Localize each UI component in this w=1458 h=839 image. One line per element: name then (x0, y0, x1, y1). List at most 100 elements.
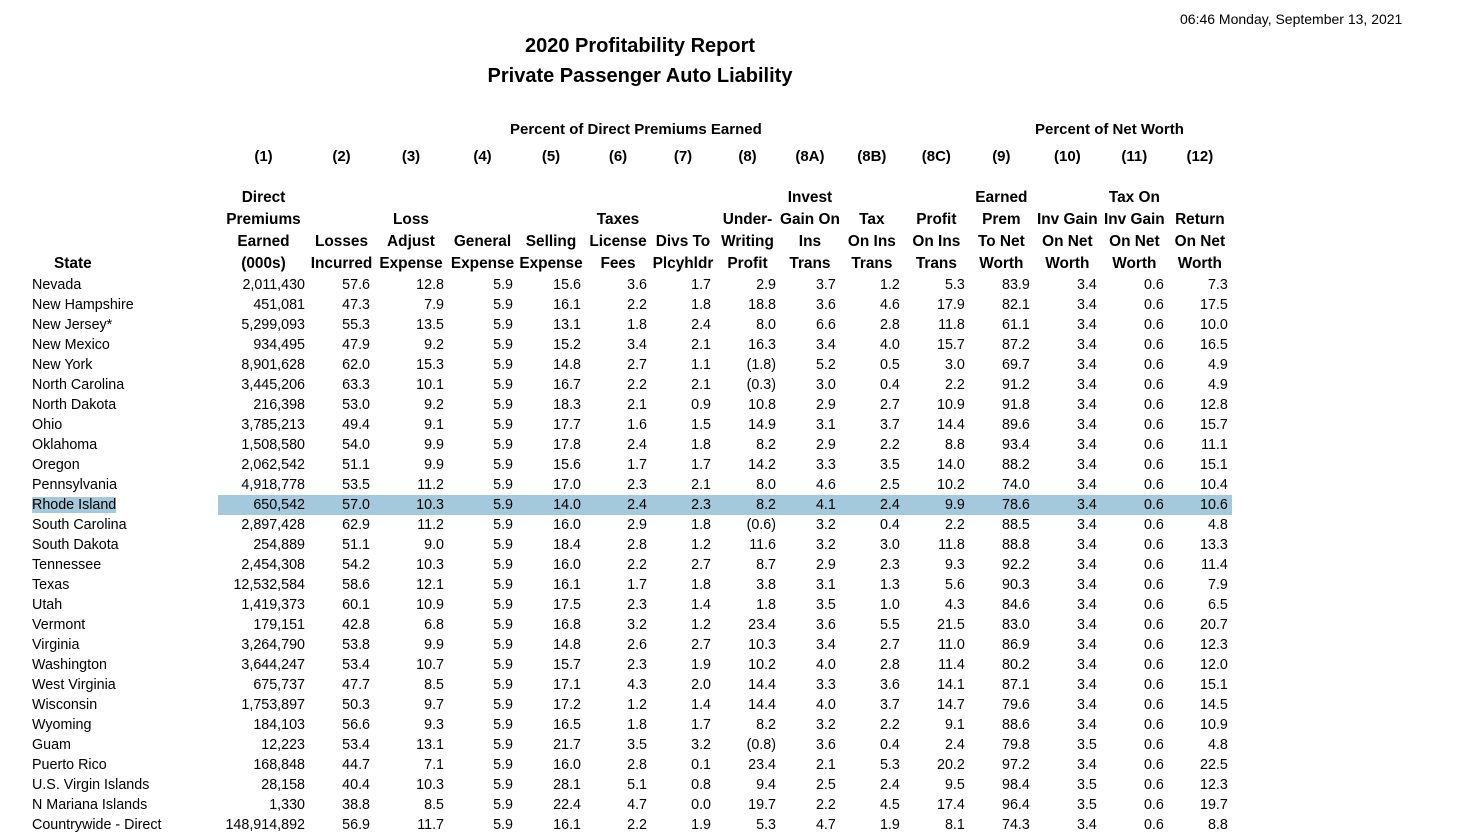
state-name: South Carolina (32, 517, 127, 533)
state-name-cell: Guam (32, 735, 218, 755)
value-cell: 10.3 (748, 637, 776, 653)
value-cell: (0.6) (746, 517, 776, 533)
value-cell: 2.2 (879, 437, 900, 453)
value-cell: 5.9 (493, 417, 513, 433)
column-header-line: Worth (1177, 255, 1222, 272)
value-cell: 9.9 (903, 495, 969, 515)
value-cell: 17.1 (553, 677, 581, 693)
value-cell: 3.4 (815, 337, 836, 353)
state-name: N Mariana Islands (32, 797, 148, 813)
column-number: (12) (1186, 148, 1214, 165)
value-cell: 58.6 (342, 577, 370, 593)
value-cell: 16.3 (748, 337, 776, 353)
value-cell: 675,737 (253, 677, 305, 693)
state-name: Countrywide - Direct (32, 817, 162, 833)
group-header-premiums: Percent of Direct Premiums Earned (510, 121, 762, 138)
value-cell: 0.4 (879, 737, 900, 753)
value-cell: 2.3 (651, 495, 715, 515)
value-cell: 9.9 (424, 437, 444, 453)
value-cell: 2,011,430 (242, 277, 305, 293)
state-name-cell: U.S. Virgin Islands (32, 775, 218, 795)
value-cell: 6.5 (1207, 597, 1228, 613)
value-cell: 0.6 (1143, 737, 1164, 753)
value-cell: 5.9 (493, 517, 513, 533)
table-row: Vermont 179,151 42.8 6.8 5.9 16.8 3.2 1.2 23.4 3.… (32, 615, 1232, 635)
value-cell: 2.1 (815, 757, 836, 773)
value-cell: 3.2 (815, 537, 836, 553)
table-row: Utah 1,419,373 60.1 10.9 5.9 17.5 2.3 1.4 1.8 3.5… (32, 595, 1232, 615)
value-cell: 2.6 (627, 637, 647, 653)
value-cell: 0.4 (879, 377, 900, 393)
value-cell: 63.3 (342, 377, 370, 393)
value-cell: 57.6 (342, 277, 370, 293)
value-cell: 83.9 (1002, 277, 1030, 293)
value-cell: 3.4 (815, 637, 836, 653)
column-number: (8A) (795, 148, 825, 165)
value-cell: 1,753,897 (241, 697, 305, 713)
value-cell: 3.4 (1076, 477, 1097, 493)
value-cell: 168,848 (253, 757, 305, 773)
column-number: (9) (992, 148, 1011, 165)
value-cell: 15.1 (1200, 457, 1228, 473)
table-row: U.S. Virgin Islands 28,158 40.4 10.3 5.9 28.1… (32, 775, 1232, 795)
value-cell: 11.8 (938, 537, 965, 553)
column-header-line: Under- (722, 211, 773, 228)
value-cell: 2.4 (691, 317, 711, 333)
column-header-line: Writing (721, 233, 774, 250)
value-cell: 4.8 (1207, 737, 1228, 753)
state-name-cell: North Carolina (32, 375, 218, 395)
value-cell: 5.9 (493, 557, 513, 573)
state-name: Wisconsin (32, 697, 98, 713)
column-header-line: Tax (859, 211, 885, 228)
value-cell: 3.5 (1076, 777, 1097, 793)
value-cell: 10.1 (416, 377, 444, 393)
value-cell: 2.4 (839, 495, 904, 515)
value-cell: 15.7 (553, 657, 581, 673)
value-cell: 12.3 (1200, 637, 1228, 653)
value-cell: 56.6 (342, 717, 370, 733)
value-cell: 8.2 (756, 437, 776, 453)
value-cell: 3.4 (1076, 597, 1097, 613)
value-cell: 650,542 (218, 495, 309, 515)
value-cell: 5.3 (944, 277, 965, 293)
value-cell: 9.0 (424, 537, 444, 553)
value-cell: 16.5 (1200, 337, 1228, 353)
state-name: Tennessee (32, 557, 102, 573)
column-header: Tax On Ins Trans (840, 165, 904, 275)
value-cell: 1.2 (691, 537, 711, 553)
value-cell: 3.4 (1076, 637, 1097, 653)
value-cell: 10.3 (416, 557, 444, 573)
state-name-cell: New York (32, 355, 218, 375)
value-cell: 5.9 (493, 297, 513, 313)
value-cell: 4.8 (1207, 517, 1228, 533)
value-cell: 15.1 (1200, 677, 1228, 693)
value-cell: 3.4 (1076, 377, 1097, 393)
value-cell: 40.4 (342, 777, 370, 793)
column-number: (10) (1054, 148, 1081, 165)
value-cell: 16.1 (553, 577, 581, 593)
value-cell: 8.8 (944, 437, 965, 453)
value-cell: 22.5 (1200, 757, 1228, 773)
column-header-row: State Direct Premiums Earned (000s) Losses Inc… (32, 165, 1232, 275)
state-name-cell: Virginia (32, 635, 218, 655)
value-cell: 53.8 (342, 637, 370, 653)
state-name: U.S. Virgin Islands (32, 777, 150, 793)
column-header-line: On Net (1109, 233, 1160, 250)
value-cell: 5.2 (815, 357, 836, 373)
value-cell: 3.2 (815, 717, 836, 733)
column-header-line: Trans (851, 255, 893, 272)
table-row: New Hampshire 451,081 47.3 7.9 5.9 16.1 2.2 1.8… (32, 295, 1232, 315)
value-cell: 3.6 (815, 737, 836, 753)
value-cell: 0.8 (691, 777, 711, 793)
column-number-row: (1) (2) (3) (4) (5) (6) (7) (8) (8A) (8B) (8C) (9) (… (32, 143, 1232, 165)
value-cell: 9.2 (424, 397, 444, 413)
column-header-line: On Ins (847, 233, 896, 250)
value-cell: 216,398 (253, 397, 305, 413)
value-cell: 17.8 (553, 437, 581, 453)
state-name-cell: Texas (32, 575, 218, 595)
state-column-header: State (32, 165, 218, 275)
value-cell: 0.6 (1143, 717, 1164, 733)
value-cell: 10.8 (748, 397, 776, 413)
value-cell: 3.4 (1076, 557, 1097, 573)
column-header: Invest Gain On Ins Trans (780, 165, 840, 275)
